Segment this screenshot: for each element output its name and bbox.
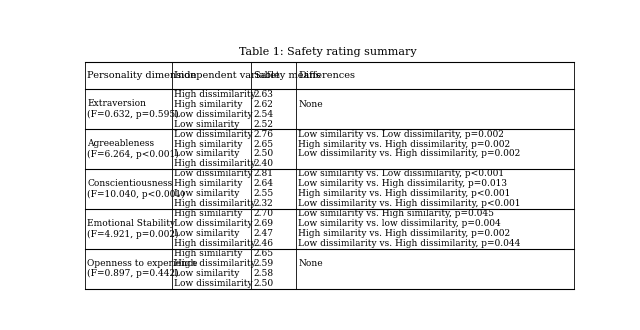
Text: Low similarity: Low similarity <box>174 229 239 238</box>
Text: Low dissimilarity vs. High dissimilarity, p=0.002: Low dissimilarity vs. High dissimilarity… <box>298 149 520 158</box>
Text: Low dissimilarity vs. High dissimilarity, p<0.001: Low dissimilarity vs. High dissimilarity… <box>298 199 521 208</box>
Text: High dissimilarity: High dissimilarity <box>174 90 256 99</box>
Text: Low dissimilarity: Low dissimilarity <box>174 169 253 179</box>
Text: Independent variable: Independent variable <box>174 71 280 80</box>
Text: Low similarity: Low similarity <box>174 149 239 158</box>
Text: Low similarity vs. High similarity, p=0.045: Low similarity vs. High similarity, p=0.… <box>298 209 494 218</box>
Text: 2.50: 2.50 <box>253 149 274 158</box>
Text: Differences: Differences <box>298 71 355 80</box>
Text: 2.58: 2.58 <box>253 269 274 278</box>
Text: 2.52: 2.52 <box>253 119 274 129</box>
Text: 2.40: 2.40 <box>253 159 274 168</box>
Text: 2.62: 2.62 <box>253 100 273 109</box>
Text: 2.59: 2.59 <box>253 259 274 268</box>
Text: High similarity: High similarity <box>174 249 243 258</box>
Text: 2.47: 2.47 <box>253 229 274 238</box>
Text: High similarity: High similarity <box>174 100 243 109</box>
Text: High dissimilarity: High dissimilarity <box>174 259 256 268</box>
Text: 2.76: 2.76 <box>253 130 274 139</box>
Text: Low dissimilarity vs. High dissimilarity, p=0.044: Low dissimilarity vs. High dissimilarity… <box>298 239 520 248</box>
Text: 2.46: 2.46 <box>253 239 274 248</box>
Text: Low dissimilarity: Low dissimilarity <box>174 110 253 118</box>
Text: Low dissimilarity: Low dissimilarity <box>174 130 253 139</box>
Text: Extraversion
(F=0.632, p=0.595): Extraversion (F=0.632, p=0.595) <box>88 99 179 119</box>
Text: Low dissimilarity: Low dissimilarity <box>174 279 253 288</box>
Text: 2.81: 2.81 <box>253 169 274 179</box>
Text: 2.70: 2.70 <box>253 209 274 218</box>
Text: 2.63: 2.63 <box>253 90 273 99</box>
Text: Low similarity vs. Low dissimilarity, p=0.002: Low similarity vs. Low dissimilarity, p=… <box>298 130 504 139</box>
Text: Low similarity: Low similarity <box>174 189 239 198</box>
Text: Conscientiousness
(F=10.040, p<0.001): Conscientiousness (F=10.040, p<0.001) <box>88 179 185 199</box>
Text: Low similarity vs. High dissimilarity, p=0.013: Low similarity vs. High dissimilarity, p… <box>298 180 508 188</box>
Text: Agreeableness
(F=6.264, p<0.001): Agreeableness (F=6.264, p<0.001) <box>88 139 179 159</box>
Text: 2.32: 2.32 <box>253 199 273 208</box>
Text: High similarity: High similarity <box>174 140 243 148</box>
Text: Safety means: Safety means <box>253 71 320 80</box>
Text: Low similarity vs. Low dissimilarity, p<0.001: Low similarity vs. Low dissimilarity, p<… <box>298 169 504 179</box>
Text: Low similarity: Low similarity <box>174 269 239 278</box>
Text: 2.50: 2.50 <box>253 279 274 288</box>
Text: 2.54: 2.54 <box>253 110 274 118</box>
Text: Openness to experience
(F=0.897, p=0.442): Openness to experience (F=0.897, p=0.442… <box>88 259 198 279</box>
Text: High similarity: High similarity <box>174 209 243 218</box>
Text: 2.69: 2.69 <box>253 219 274 228</box>
Text: High similarity vs. High dissimilarity, p=0.002: High similarity vs. High dissimilarity, … <box>298 140 510 148</box>
Text: Low dissimilarity: Low dissimilarity <box>174 219 253 228</box>
Text: Personality dimension: Personality dimension <box>88 71 197 80</box>
Text: High dissimilarity: High dissimilarity <box>174 159 256 168</box>
Text: Low similarity vs. low dissimilarity, p=0.004: Low similarity vs. low dissimilarity, p=… <box>298 219 501 228</box>
Text: High similarity: High similarity <box>174 180 243 188</box>
Text: High similarity vs. High dissimilarity, p<0.001: High similarity vs. High dissimilarity, … <box>298 189 511 198</box>
Text: Low similarity: Low similarity <box>174 119 239 129</box>
Text: Emotional Stability
(F=4.921, p=0.002): Emotional Stability (F=4.921, p=0.002) <box>88 219 179 239</box>
Text: 2.65: 2.65 <box>253 140 274 148</box>
Text: High dissimilarity: High dissimilarity <box>174 199 256 208</box>
Text: 2.65: 2.65 <box>253 249 274 258</box>
Text: High dissimilarity: High dissimilarity <box>174 239 256 248</box>
Text: None: None <box>298 259 323 268</box>
Text: High similarity vs. High dissimilarity, p=0.002: High similarity vs. High dissimilarity, … <box>298 229 510 238</box>
Text: 2.55: 2.55 <box>253 189 274 198</box>
Text: 2.64: 2.64 <box>253 180 274 188</box>
Text: Table 1: Safety rating summary: Table 1: Safety rating summary <box>239 47 417 57</box>
Text: None: None <box>298 100 323 109</box>
